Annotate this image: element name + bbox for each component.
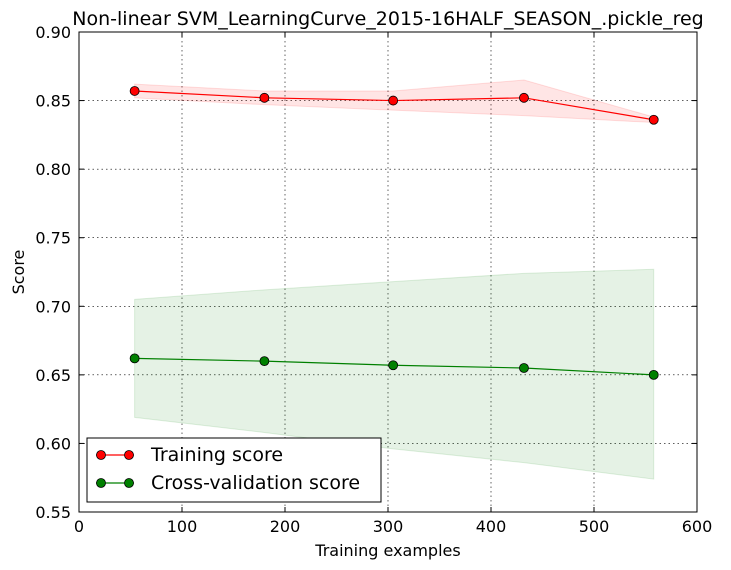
y-tick-label: 0.60: [35, 434, 71, 453]
legend-marker-training: [96, 450, 106, 460]
y-tick-label: 0.75: [35, 229, 71, 248]
y-tick-label: 0.55: [35, 503, 71, 522]
x-tick-label: 200: [270, 517, 301, 536]
y-tick-label: 0.85: [35, 92, 71, 111]
x-tick-label: 500: [579, 517, 610, 536]
y-tick-label: 0.80: [35, 160, 71, 179]
y-tick-label: 0.65: [35, 366, 71, 385]
y-tick-label: 0.90: [35, 23, 71, 42]
confidence-band-1: [134, 268, 655, 480]
x-tick-label: 100: [167, 517, 198, 536]
x-axis-label: Training examples: [314, 541, 460, 560]
x-tick-label: 0: [74, 517, 84, 536]
data-point: [388, 360, 399, 371]
data-point: [519, 363, 529, 373]
grid: [79, 32, 697, 512]
data-point: [519, 92, 529, 103]
data-point: [129, 86, 140, 96]
data-point: [129, 353, 140, 364]
legend-marker-training: [124, 450, 134, 460]
legend-marker-cv: [96, 478, 106, 488]
data-point: [259, 356, 270, 367]
series-markers: [129, 86, 659, 380]
legend-box: [86, 437, 382, 503]
y-tick-label: 0.70: [35, 297, 71, 316]
chart-title: Non-linear SVM_LearningCurve_2015-16HALF…: [72, 8, 703, 30]
x-tick-label: 400: [476, 517, 507, 536]
x-tick-label: 600: [682, 517, 713, 536]
data-point: [648, 369, 659, 380]
data-point: [259, 92, 270, 103]
legend-marker-cv: [124, 478, 134, 488]
x-tick-label: 300: [373, 517, 404, 536]
legend-label-training: Training score: [150, 444, 283, 466]
axis-ticks: 0 100 200 300 400 500 600 0.55 0.60 0.65 0.70 0.75 0…: [35, 23, 712, 536]
y-axis-label: Score: [9, 250, 28, 295]
data-point: [388, 95, 399, 106]
legend-label-cv: Cross-validation score: [151, 472, 360, 494]
legend: Training score Cross-validation score: [86, 437, 382, 503]
data-point: [648, 114, 659, 125]
